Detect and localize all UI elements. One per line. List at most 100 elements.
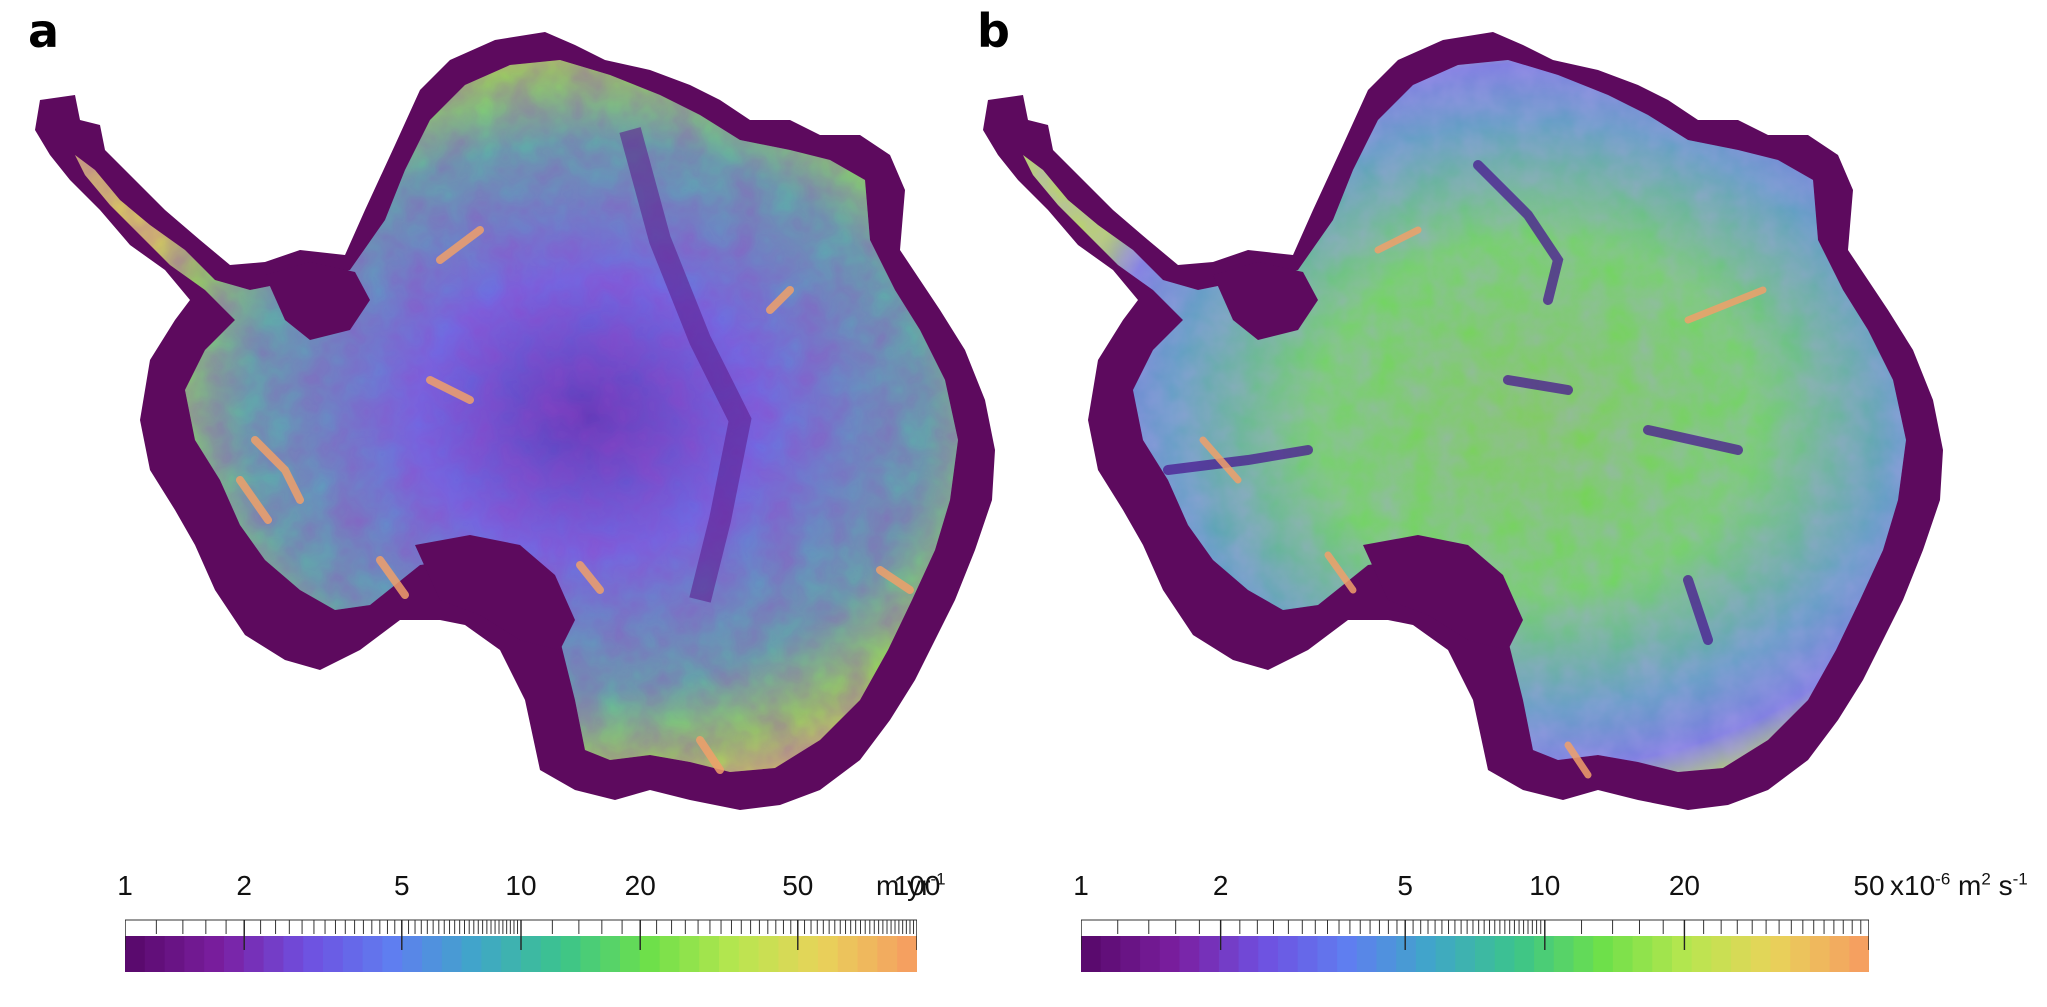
colorbar-a-segment (758, 936, 779, 972)
colorbar-a-unit: m yr-1 (876, 869, 946, 901)
panel-label-b: b (977, 4, 1010, 58)
colorbar-a-tick-label: 20 (624, 870, 656, 901)
colorbar-b-unit: x10-6 m2 s-1 (1890, 869, 2028, 901)
colorbar-a-segment (144, 936, 166, 972)
colorbar-b-segment (1849, 936, 1869, 972)
colorbar-a-tick-label: 1 (117, 870, 133, 901)
colorbar-a-segment (362, 936, 383, 972)
colorbar-a-segment (580, 936, 601, 972)
colorbar-b-tick-label: 10 (1529, 870, 1561, 901)
colorbar-a-segment (481, 936, 502, 972)
colorbar-a-segment (620, 936, 641, 972)
colorbar-a-segment (323, 936, 344, 972)
colorbar-b-tick-label: 20 (1668, 870, 1700, 901)
colorbar-a-segment (837, 936, 859, 972)
colorbar-a-segment (441, 936, 463, 972)
colorbar-b-segment (1081, 936, 1102, 972)
colorbar-a-tick-label: 100 (893, 870, 941, 901)
map-b-ice-divides (1163, 160, 1743, 645)
colorbar-a-segment (778, 936, 799, 972)
colorbar-a-segment (501, 936, 522, 972)
colorbar-b-segment (1376, 936, 1397, 972)
colorbar-b-segment (1809, 936, 1831, 972)
colorbar-a-tick-label: 5 (393, 870, 410, 901)
colorbar-b-tick-label: 50 (1853, 870, 1885, 901)
colorbar-a-segment (382, 936, 403, 972)
colorbar-b-segment (1278, 936, 1299, 972)
colorbar-a-tick-label: 2 (236, 870, 252, 901)
colorbar-b-segment (1317, 936, 1338, 972)
colorbar-b-tick-label: 5 (1397, 870, 1413, 901)
colorbar-b-segment (1396, 936, 1417, 972)
colorbar-b-segment (1455, 936, 1476, 972)
colorbar-b-segment (1140, 936, 1161, 972)
colorbar-b-segment (1494, 936, 1515, 972)
colorbar-b: 1 2 5 10 20 50 (1073, 870, 1885, 972)
colorbar-b-segment (1475, 936, 1496, 972)
colorbar-a-segment (125, 936, 146, 972)
colorbar-b-segment (1593, 936, 1614, 972)
colorbar-b-segment (1415, 936, 1437, 972)
antarctica-map-diffusivity (983, 32, 1943, 810)
colorbar-a-segment (224, 936, 245, 972)
colorbar-b-tick-label: 2 (1212, 870, 1229, 901)
colorbar-a-graphic (125, 919, 917, 972)
colorbar-b-segment (1829, 936, 1850, 972)
colorbar-b-segment (1258, 936, 1279, 972)
colorbar-a: 1 2 5 10 20 50 100 (117, 870, 940, 972)
colorbar-a-segment (283, 936, 304, 972)
colorbar-b-segment (1159, 936, 1181, 972)
colorbar-b-segment (1691, 936, 1712, 972)
colorbar-a-segment (540, 936, 562, 972)
colorbar-b-segment (1218, 936, 1240, 972)
colorbar-b-segment (1731, 936, 1752, 972)
colorbar-b-segment (1612, 936, 1634, 972)
colorbar-a-segment (560, 936, 581, 972)
colorbar-b-segment (1672, 936, 1693, 972)
colorbar-a-segment (164, 936, 185, 972)
colorbar-a-segment (600, 936, 621, 972)
colorbar-a-segment (857, 936, 878, 972)
colorbar-a-segment (342, 936, 364, 972)
colorbar-b-segment (1435, 936, 1456, 972)
colorbar-b-segment (1297, 936, 1318, 972)
colorbar-b-segment (1573, 936, 1594, 972)
colorbar-a-segment (738, 936, 760, 972)
panel-label-a: a (28, 4, 60, 58)
colorbar-a-segment (422, 936, 443, 972)
colorbar-b-graphic (1081, 919, 1869, 972)
colorbar-b-segment (1652, 936, 1673, 972)
colorbar-b-segment (1750, 936, 1772, 972)
colorbar-b-segment (1100, 936, 1121, 972)
colorbar-a-segment (204, 936, 225, 972)
colorbar-a-segment (659, 936, 680, 972)
colorbar-a-segment (303, 936, 324, 972)
colorbar-b-segment (1770, 936, 1791, 972)
colorbar-b-segment (1356, 936, 1378, 972)
colorbar-b-segment (1120, 936, 1141, 972)
colorbar-b-segment (1711, 936, 1732, 972)
colorbar-a-segment (699, 936, 720, 972)
colorbar-a-segment (402, 936, 423, 972)
colorbar-a-segment (184, 936, 205, 972)
colorbar-b-segment (1179, 936, 1200, 972)
colorbar-a-segment (719, 936, 740, 972)
colorbar-a-segment (521, 936, 542, 972)
colorbar-b-segment (1553, 936, 1575, 972)
colorbar-a-segment (679, 936, 700, 972)
colorbar-a-segment (263, 936, 284, 972)
colorbar-a-segment (243, 936, 265, 972)
map-b-weddell-embayment (1213, 262, 1318, 340)
colorbar-b-segment (1514, 936, 1535, 972)
colorbar-b-segment (1632, 936, 1653, 972)
colorbar-a-segment (639, 936, 661, 972)
map-a-weddell-embayment (265, 262, 370, 340)
map-a-ice-divide (619, 127, 752, 603)
colorbar-b-segment (1534, 936, 1555, 972)
colorbar-b-segment (1337, 936, 1358, 972)
colorbar-b-segment (1199, 936, 1220, 972)
map-a-ross-embayment (415, 535, 575, 650)
colorbar-a-tick-label: 50 (782, 870, 814, 901)
map-b-ice-streams (1199, 226, 1767, 779)
colorbar-a-segment (877, 936, 898, 972)
